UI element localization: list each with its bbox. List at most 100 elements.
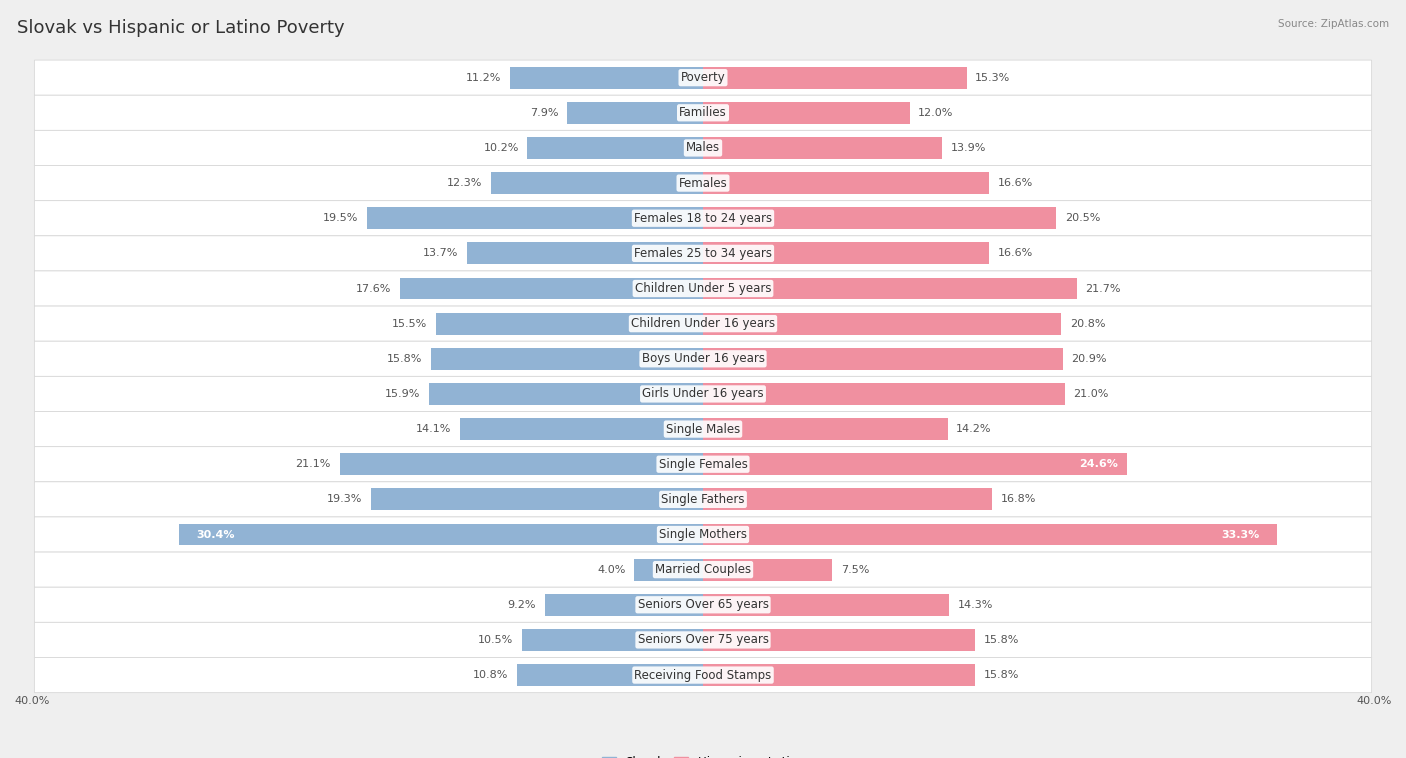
Text: 16.6%: 16.6% <box>997 178 1033 188</box>
FancyBboxPatch shape <box>34 482 1372 517</box>
Bar <box>703 277 1077 299</box>
Bar <box>703 418 948 440</box>
Bar <box>703 243 988 265</box>
Text: 24.6%: 24.6% <box>1080 459 1118 469</box>
Bar <box>703 102 910 124</box>
FancyBboxPatch shape <box>34 587 1372 622</box>
Bar <box>460 418 703 440</box>
Text: 14.1%: 14.1% <box>416 424 451 434</box>
Text: Children Under 5 years: Children Under 5 years <box>634 282 772 295</box>
Bar <box>544 594 703 615</box>
Text: Single Fathers: Single Fathers <box>661 493 745 506</box>
FancyBboxPatch shape <box>34 657 1372 693</box>
Text: 16.6%: 16.6% <box>997 249 1033 258</box>
Bar <box>634 559 703 581</box>
Text: 21.1%: 21.1% <box>295 459 330 469</box>
Text: 13.9%: 13.9% <box>950 143 987 153</box>
FancyBboxPatch shape <box>34 552 1372 587</box>
Bar <box>467 243 703 265</box>
Text: 9.2%: 9.2% <box>508 600 536 609</box>
Text: Receiving Food Stamps: Receiving Food Stamps <box>634 669 772 681</box>
Text: Married Couples: Married Couples <box>655 563 751 576</box>
FancyBboxPatch shape <box>34 96 1372 130</box>
FancyBboxPatch shape <box>34 341 1372 377</box>
Text: Poverty: Poverty <box>681 71 725 84</box>
FancyBboxPatch shape <box>34 165 1372 201</box>
Text: 15.8%: 15.8% <box>984 670 1019 680</box>
Text: Single Males: Single Males <box>666 422 740 436</box>
FancyBboxPatch shape <box>34 412 1372 446</box>
Bar <box>491 172 703 194</box>
Bar <box>340 453 703 475</box>
Text: Seniors Over 65 years: Seniors Over 65 years <box>637 598 769 611</box>
Text: 15.9%: 15.9% <box>385 389 420 399</box>
FancyBboxPatch shape <box>34 446 1372 482</box>
Text: 13.7%: 13.7% <box>423 249 458 258</box>
Text: Females 25 to 34 years: Females 25 to 34 years <box>634 247 772 260</box>
Bar <box>517 664 703 686</box>
Text: 15.3%: 15.3% <box>976 73 1011 83</box>
Text: Families: Families <box>679 106 727 119</box>
Text: 10.8%: 10.8% <box>472 670 509 680</box>
FancyBboxPatch shape <box>34 236 1372 271</box>
Legend: Slovak, Hispanic or Latino: Slovak, Hispanic or Latino <box>598 752 808 758</box>
Text: 12.0%: 12.0% <box>918 108 953 117</box>
FancyBboxPatch shape <box>34 377 1372 412</box>
Text: 10.2%: 10.2% <box>484 143 519 153</box>
Bar <box>703 313 1062 334</box>
Text: 15.8%: 15.8% <box>984 635 1019 645</box>
Text: Females 18 to 24 years: Females 18 to 24 years <box>634 211 772 224</box>
Text: 11.2%: 11.2% <box>467 73 502 83</box>
Text: Males: Males <box>686 142 720 155</box>
Text: 16.8%: 16.8% <box>1001 494 1036 504</box>
Bar <box>430 348 703 370</box>
FancyBboxPatch shape <box>34 201 1372 236</box>
Text: 40.0%: 40.0% <box>1357 697 1392 706</box>
Text: Girls Under 16 years: Girls Under 16 years <box>643 387 763 400</box>
Text: Boys Under 16 years: Boys Under 16 years <box>641 352 765 365</box>
Text: 19.5%: 19.5% <box>323 213 359 223</box>
Bar <box>367 208 703 229</box>
Bar <box>703 348 1063 370</box>
Text: 7.9%: 7.9% <box>530 108 558 117</box>
Bar <box>703 594 949 615</box>
FancyBboxPatch shape <box>34 517 1372 552</box>
Bar <box>567 102 703 124</box>
Bar <box>703 137 942 159</box>
Text: Females: Females <box>679 177 727 190</box>
Bar <box>436 313 703 334</box>
Bar <box>703 453 1126 475</box>
Bar <box>703 172 988 194</box>
Bar <box>371 488 703 510</box>
Bar <box>703 629 976 651</box>
Text: 12.3%: 12.3% <box>447 178 482 188</box>
FancyBboxPatch shape <box>34 130 1372 165</box>
Text: 14.3%: 14.3% <box>957 600 993 609</box>
Text: 14.2%: 14.2% <box>956 424 991 434</box>
Text: Seniors Over 75 years: Seniors Over 75 years <box>637 634 769 647</box>
Bar <box>703 524 1277 546</box>
Text: Source: ZipAtlas.com: Source: ZipAtlas.com <box>1278 19 1389 29</box>
Text: 15.8%: 15.8% <box>387 354 422 364</box>
Text: Single Females: Single Females <box>658 458 748 471</box>
Bar <box>703 664 976 686</box>
Text: Single Mothers: Single Mothers <box>659 528 747 541</box>
FancyBboxPatch shape <box>34 60 1372 96</box>
Bar <box>703 383 1064 405</box>
Bar <box>703 559 832 581</box>
Text: 10.5%: 10.5% <box>478 635 513 645</box>
Bar <box>510 67 703 89</box>
Text: Children Under 16 years: Children Under 16 years <box>631 317 775 330</box>
Text: Slovak vs Hispanic or Latino Poverty: Slovak vs Hispanic or Latino Poverty <box>17 19 344 37</box>
Bar <box>522 629 703 651</box>
FancyBboxPatch shape <box>34 622 1372 657</box>
Text: 19.3%: 19.3% <box>326 494 361 504</box>
Text: 20.5%: 20.5% <box>1064 213 1099 223</box>
Text: 7.5%: 7.5% <box>841 565 869 575</box>
FancyBboxPatch shape <box>34 271 1372 306</box>
Bar <box>180 524 703 546</box>
Bar <box>399 277 703 299</box>
Bar <box>703 67 966 89</box>
Text: 17.6%: 17.6% <box>356 283 391 293</box>
FancyBboxPatch shape <box>34 306 1372 341</box>
